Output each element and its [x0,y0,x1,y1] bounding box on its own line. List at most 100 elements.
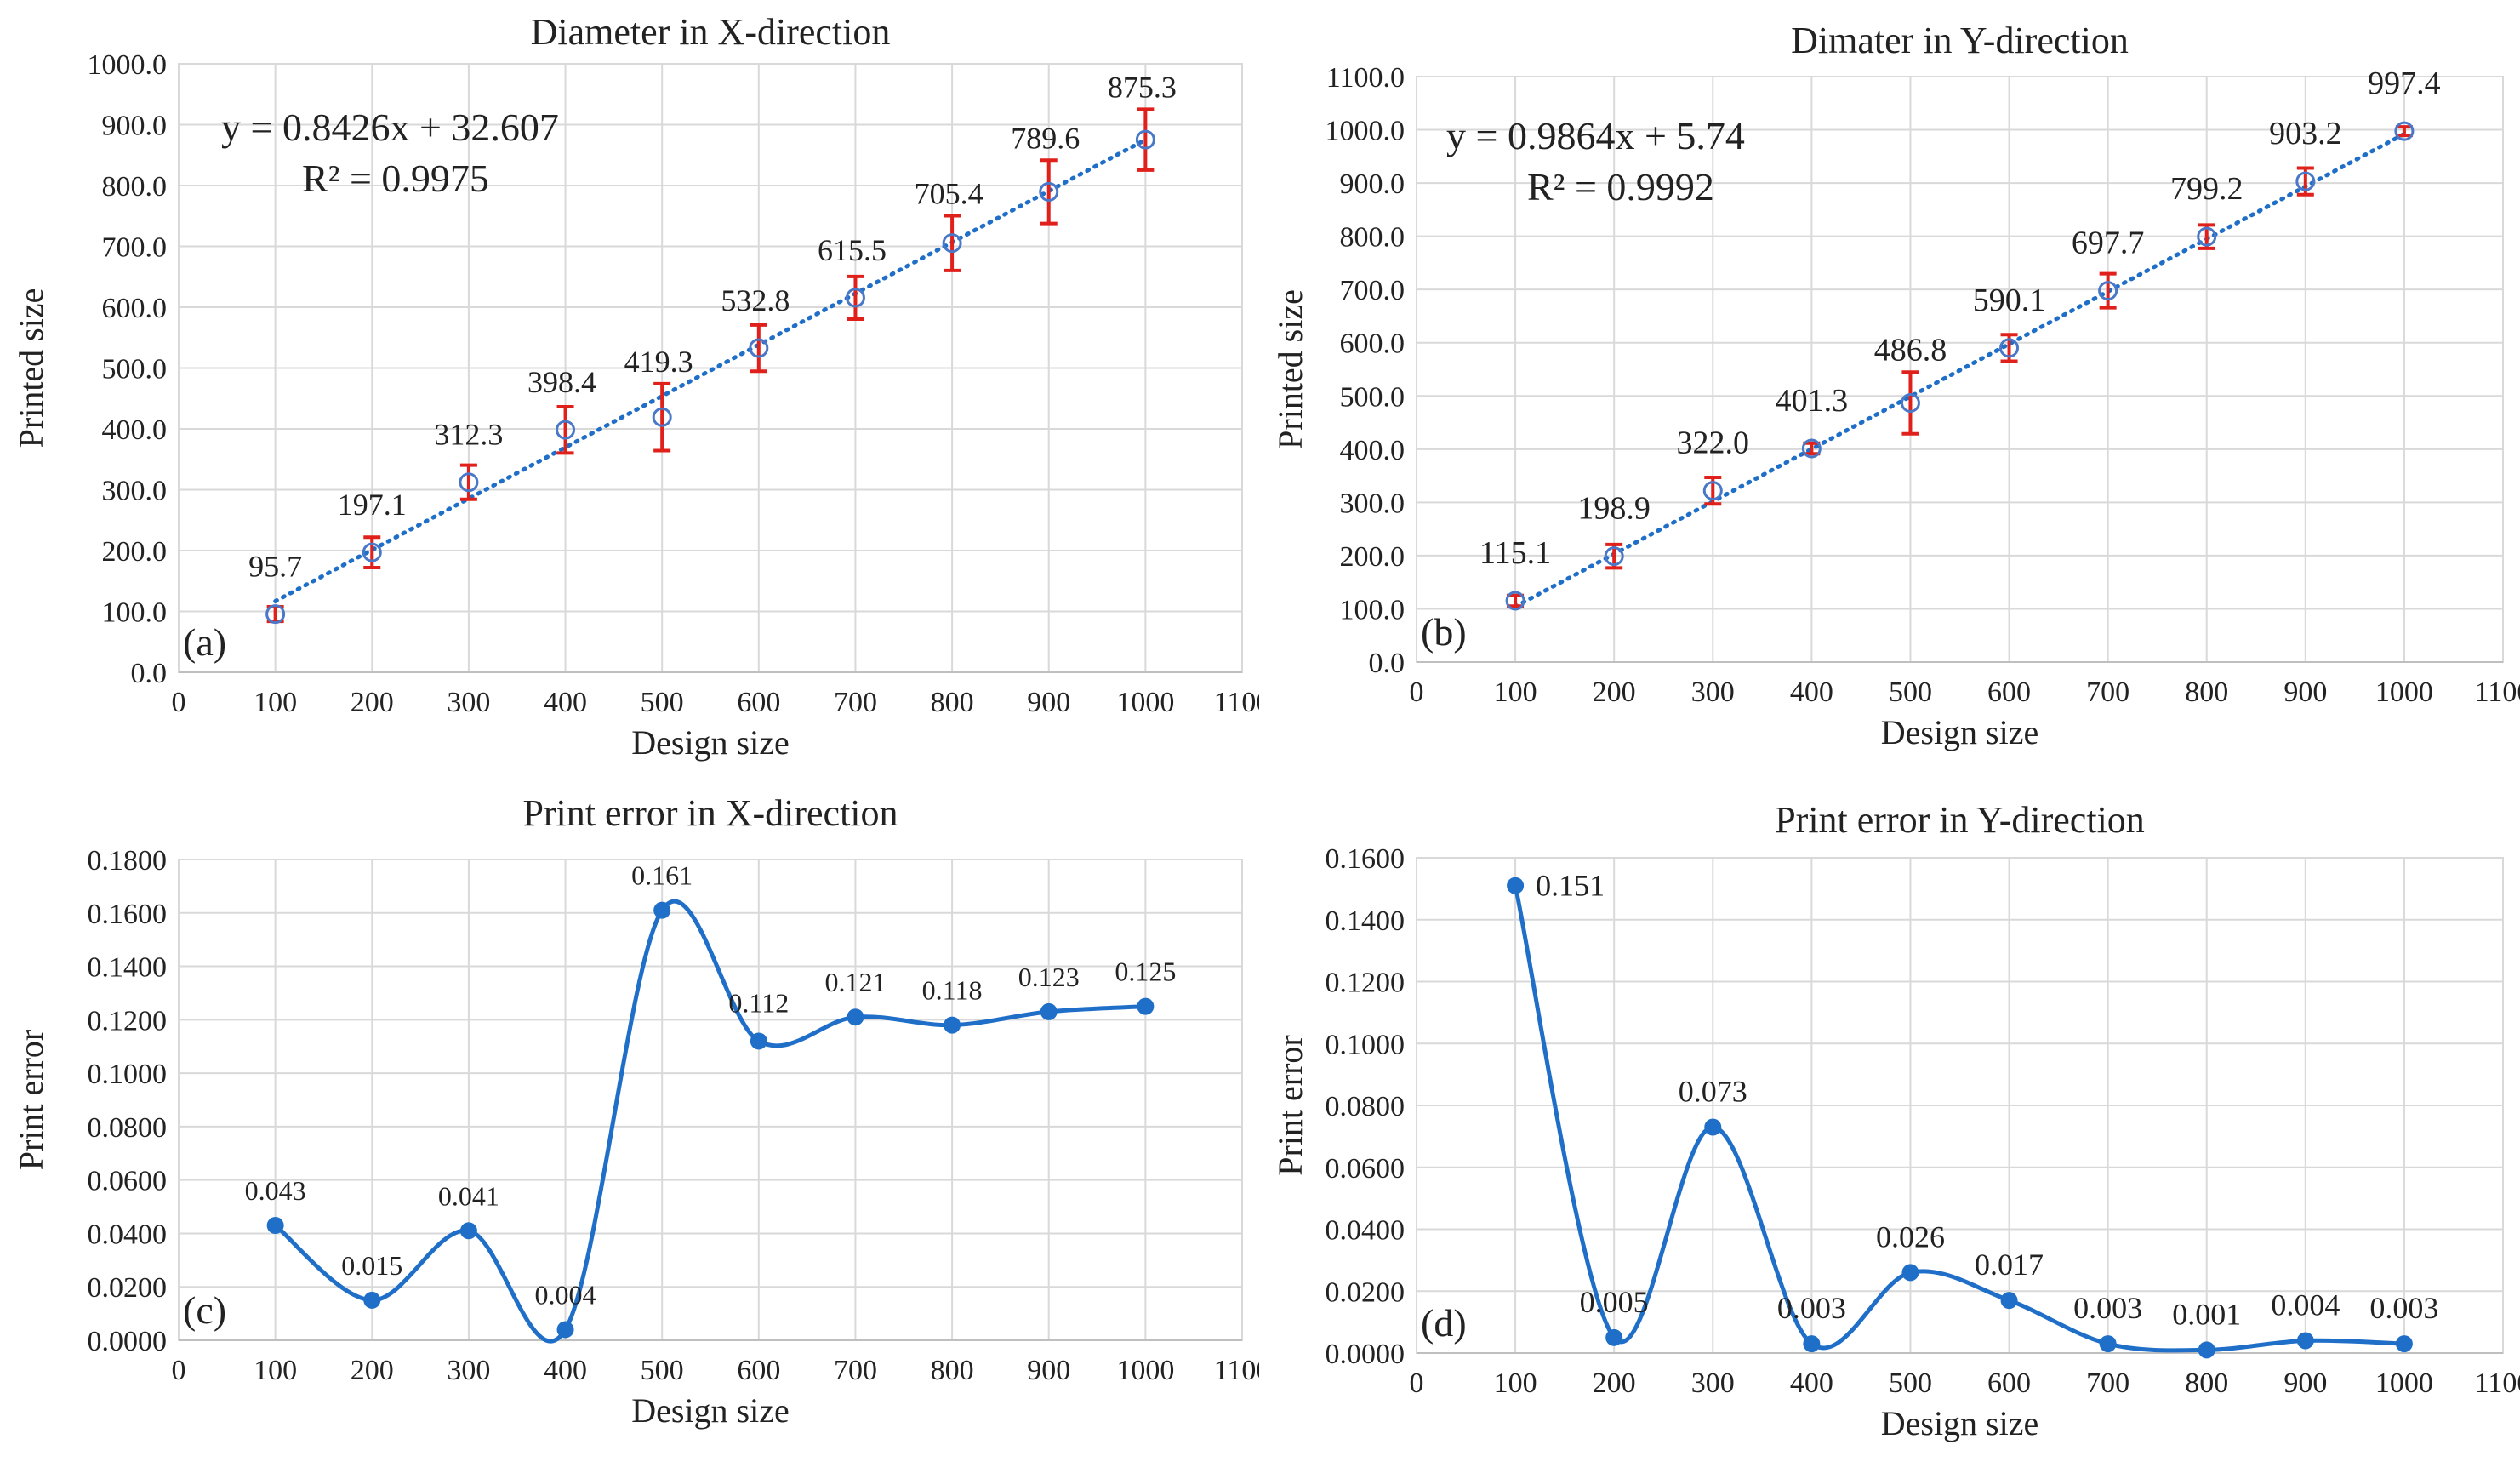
x-tick-label: 100 [1494,1368,1537,1399]
x-tick-label: 800 [931,1355,974,1386]
y-tick-label: 700.0 [1340,275,1405,306]
x-tick-label: 600 [737,687,780,718]
data-label: 322.0 [1677,425,1750,461]
y-tick-label: 0.1600 [88,899,168,930]
data-point [362,542,382,562]
data-point [652,407,672,427]
panel-label: (a) [183,620,226,664]
y-tick-label: 800.0 [1340,222,1405,254]
x-tick-label: 500 [641,687,684,718]
trendline [273,137,1148,603]
chart-title: Print error in Y-direction [1775,799,2145,841]
chart-c: Print error in X-direction 0.0000 0.0200 0.… [12,792,1270,1430]
data-point [1040,1002,1058,1020]
data-point [1605,1328,1623,1346]
x-tick-label: 0 [1410,677,1424,708]
data-point [556,420,576,440]
x-tick-label: 400 [1790,1368,1833,1399]
x-tick-label: 800 [2185,677,2228,708]
y-tick-label: 0.0600 [1326,1153,1405,1185]
chart-d: Print error in Y-direction 0.0000 0.0200 0.… [1271,799,2520,1442]
data-point [1135,129,1155,150]
chart-a: Diameter in X-direction 0.0 100.0 200.0 300.… [12,11,1270,762]
y-tick-label: 700.0 [102,232,168,264]
data-label: 532.8 [721,283,790,317]
y-tick-label: 1100.0 [1326,62,1405,94]
y-tick-label: 0.0600 [88,1166,168,1197]
y-tick-label: 300.0 [1340,488,1405,519]
x-axis-label: Design size [631,1391,790,1430]
x-tick-label: 100 [254,687,297,718]
y-tick-label: 0.0000 [88,1326,168,1357]
x-axis-label: Design size [1881,1404,2039,1442]
series-line [1513,885,2404,1353]
x-tick-label: 1100 [2475,677,2520,708]
y-tick-label: 400.0 [102,414,168,446]
data-label: 0.004 [535,1279,596,1310]
data-label: 0.004 [2271,1288,2340,1322]
y-tick-label: 0.1600 [1326,843,1405,875]
data-point [1604,546,1624,567]
data-point [1137,997,1155,1015]
x-tick-label: 900 [1027,687,1070,718]
y-tick-label: 500.0 [102,354,168,385]
chart-b: Dimater in Y-direction 0.0 100.0 200.0 300.0… [1271,20,2520,751]
data-label: 312.3 [434,418,503,452]
x-tick-label: 400 [544,1355,587,1386]
data-label: 0.123 [1018,962,1080,992]
x-axis-label: Design size [1881,713,2039,751]
data-label: 875.3 [1108,70,1177,104]
x-tick-label: 1000 [1116,1355,1174,1386]
data-point [1039,181,1059,202]
x-tick-label: 1000 [2375,677,2433,708]
y-axis-label: Printed size [1271,289,1309,449]
y-tick-label: 300.0 [102,476,168,507]
data-point [2296,1332,2314,1350]
y-tick-label: 0.1000 [88,1059,168,1090]
data-label: 0.015 [341,1250,402,1281]
data-point [944,1016,961,1034]
r-squared: R² = 0.9975 [302,157,489,200]
y-tick-label: 600.0 [102,293,168,324]
data-label: 705.4 [915,176,983,210]
plot-area [178,859,1243,1341]
x-tick-label: 300 [447,687,490,718]
y-tick-label: 1000.0 [1326,116,1405,147]
data-point [459,472,479,493]
chart-panel-b: Dimater in Y-direction 0.0 100.0 200.0 300.0… [1259,0,2520,766]
x-tick-label: 200 [351,687,394,718]
data-label: 401.3 [1776,383,1849,419]
x-tick-label: 100 [254,1355,297,1386]
data-label: 903.2 [2269,116,2342,151]
data-point [845,288,865,308]
y-axis-label: Print error [1271,1035,1309,1176]
data-label: 198.9 [1577,491,1651,527]
data-point [2198,1341,2215,1359]
y-tick-label: 0.0800 [1326,1091,1405,1122]
data-point [2098,281,2118,301]
data-label: 486.8 [1874,332,1947,368]
data-point [749,338,769,358]
data-label: 789.6 [1011,121,1080,155]
x-tick-label: 300 [447,1355,490,1386]
x-tick-label: 400 [544,687,587,718]
x-tick-label: 0 [172,687,186,718]
trendline-equation: y = 0.8426x + 32.607 [221,106,559,149]
x-tick-label: 800 [2185,1368,2228,1399]
data-label: 0.001 [2172,1297,2241,1331]
data-point [1803,1335,1821,1353]
x-tick-label: 300 [1691,677,1735,708]
y-tick-label: 0.0200 [88,1272,168,1304]
chart-title: Print error in X-direction [522,792,898,834]
x-tick-label: 700 [834,687,877,718]
y-tick-label: 1000.0 [88,49,168,81]
y-tick-label: 500.0 [1340,381,1405,413]
data-point [1801,438,1822,459]
y-axis-label: Printed size [12,288,50,448]
x-tick-label: 500 [1889,677,1932,708]
data-point [942,233,962,254]
data-point [1704,1118,1722,1136]
data-point [1900,393,1920,414]
y-tick-label: 800.0 [102,171,168,203]
data-label: 197.1 [338,488,407,522]
